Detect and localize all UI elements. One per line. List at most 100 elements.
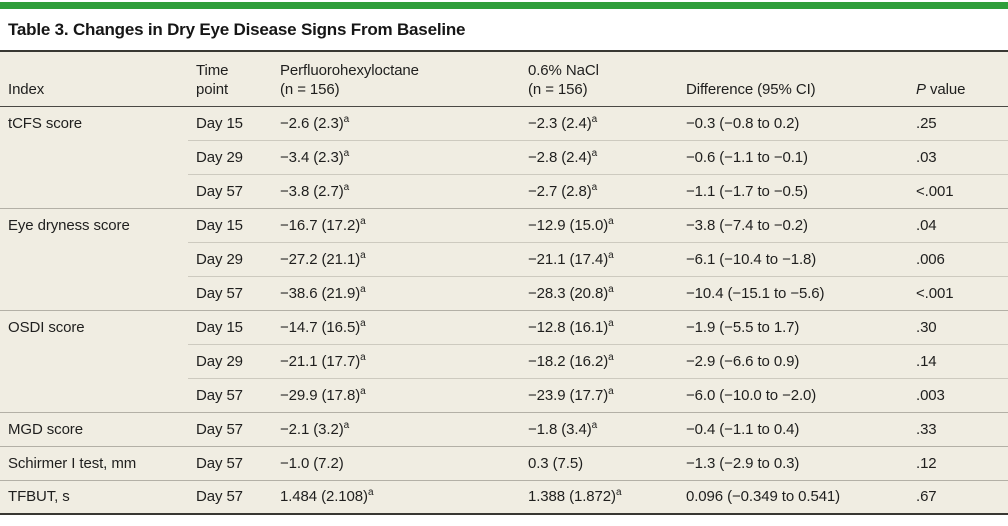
cell-nacl: −2.8 (2.4)a: [520, 139, 678, 174]
table-header: Index Time point Perfluorohexyloctane (n = 1…: [0, 52, 1008, 107]
cell-p: .14: [908, 343, 1008, 378]
cell-index: [0, 174, 188, 208]
cell-nacl: 1.388 (1.872)a: [520, 479, 678, 514]
cell-pfho: −38.6 (21.9)a: [272, 275, 520, 310]
cell-p: .04: [908, 207, 1008, 242]
table-title: Table 3. Changes in Dry Eye Disease Sign…: [0, 9, 1008, 52]
footnote-marker: a: [608, 317, 614, 329]
footnote-marker: a: [360, 249, 366, 261]
cell-index: [0, 378, 188, 412]
cell-nacl: 0.3 (7.5): [520, 445, 678, 480]
cell-p: .03: [908, 139, 1008, 174]
cell-diff: −6.1 (−10.4 to −1.8): [678, 241, 908, 276]
cell-index: [0, 276, 188, 310]
cell-diff: −1.3 (−2.9 to 0.3): [678, 445, 908, 480]
cell-pfho: 1.484 (2.108)a: [272, 479, 520, 514]
table-row: Day 29 −27.2 (21.1)a −21.1 (17.4)a −6.1 (−1…: [0, 241, 1008, 276]
table-row: tCFS score Day 15 −2.6 (2.3)a −2.3 (2.4)a −0…: [0, 106, 1008, 140]
cell-time: Day 57: [188, 377, 272, 412]
cell-diff: −10.4 (−15.1 to −5.6): [678, 275, 908, 310]
cell-index: [0, 140, 188, 174]
cell-p: .12: [908, 445, 1008, 480]
data-table: Index Time point Perfluorohexyloctane (n = 1…: [0, 52, 1008, 515]
cell-pfho: −1.0 (7.2): [272, 445, 520, 480]
journal-table-figure: Table 3. Changes in Dry Eye Disease Sign…: [0, 2, 1008, 515]
cell-pfho: −3.8 (2.7)a: [272, 173, 520, 208]
cell-diff: −0.3 (−0.8 to 0.2): [686, 114, 800, 132]
cell-pfho: −2.1 (3.2)a: [272, 411, 520, 446]
cell-p: .67: [908, 479, 1008, 514]
footnote-marker: a: [591, 113, 598, 125]
cell-pfho: −2.6 (2.3)a: [280, 113, 350, 132]
cell-time: Day 29: [188, 139, 272, 174]
footnote-marker: a: [360, 283, 366, 295]
cell-time: Day 15: [188, 207, 272, 242]
cell-index: MGD score: [0, 411, 188, 446]
table-row: Schirmer I test, mm Day 57 −1.0 (7.2) 0.3 (…: [0, 445, 1008, 480]
cell-index: [0, 242, 188, 276]
footnote-marker: a: [360, 215, 366, 227]
cell-diff: −1.1 (−1.7 to −0.5): [678, 173, 908, 208]
cell-diff: −6.0 (−10.0 to −2.0): [678, 377, 908, 412]
cell-p: .25: [916, 114, 937, 132]
cell-time: Day 29: [188, 343, 272, 378]
cell-pfho: −14.7 (16.5)a: [272, 309, 520, 344]
cell-nacl: −1.8 (3.4)a: [520, 411, 678, 446]
cell-p: .30: [908, 309, 1008, 344]
cell-pfho: −3.4 (2.3)a: [272, 139, 520, 174]
table-row: Day 57 −3.8 (2.7)a −2.7 (2.8)a −1.1 (−1.7 t…: [0, 173, 1008, 208]
cell-nacl: −23.9 (17.7)a: [520, 377, 678, 412]
cell-time: Day 57: [188, 173, 272, 208]
cell-p: <.001: [908, 275, 1008, 310]
footnote-marker: a: [608, 215, 614, 227]
cell-nacl: −28.3 (20.8)a: [520, 275, 678, 310]
cell-diff: 0.096 (−0.349 to 0.541): [678, 479, 908, 514]
table-body: tCFS score Day 15 −2.6 (2.3)a −2.3 (2.4)a −0…: [0, 106, 1008, 514]
cell-index: TFBUT, s: [0, 479, 188, 514]
column-header-index: Index: [0, 52, 188, 107]
table-row: Day 29 −3.4 (2.3)a −2.8 (2.4)a −0.6 (−1.1 t…: [0, 139, 1008, 174]
table-row: Day 29 −21.1 (17.7)a −18.2 (16.2)a −2.9 (−6…: [0, 343, 1008, 378]
table-row: TFBUT, s Day 57 1.484 (2.108)a 1.388 (1.872…: [0, 479, 1008, 514]
footnote-marker: a: [591, 181, 598, 193]
cell-p: .006: [908, 241, 1008, 276]
cell-time: Day 15: [188, 309, 272, 344]
cell-pfho: −29.9 (17.8)a: [272, 377, 520, 412]
cell-time: Day 29: [188, 241, 272, 276]
cell-index: OSDI score: [0, 309, 188, 344]
footnote-marker: a: [343, 113, 350, 125]
cell-index: Schirmer I test, mm: [0, 445, 188, 480]
table-row: Day 57 −29.9 (17.8)a −23.9 (17.7)a −6.0 (−1…: [0, 377, 1008, 412]
cell-index: [0, 344, 188, 378]
cell-time: Day 57: [188, 479, 272, 514]
cell-pfho: −16.7 (17.2)a: [272, 207, 520, 242]
cell-diff: −0.4 (−1.1 to 0.4): [678, 411, 908, 446]
accent-bar: [0, 2, 1008, 9]
footnote-marker: a: [608, 249, 614, 261]
cell-index: tCFS score: [8, 114, 83, 132]
cell-time: Day 57: [188, 411, 272, 446]
footnote-marker: a: [360, 317, 366, 329]
cell-nacl: −18.2 (16.2)a: [520, 343, 678, 378]
cell-p: <.001: [908, 173, 1008, 208]
cell-nacl: −2.3 (2.4)a: [528, 113, 598, 132]
table-row: MGD score Day 57 −2.1 (3.2)a −1.8 (3.4)a −0.…: [0, 411, 1008, 446]
table-row: Eye dryness score Day 15 −16.7 (17.2)a −12.…: [0, 207, 1008, 242]
footnote-marker: a: [343, 181, 350, 193]
footnote-marker: a: [615, 487, 622, 499]
cell-diff: −2.9 (−6.6 to 0.9): [678, 343, 908, 378]
footnote-marker: a: [591, 147, 598, 159]
column-header-diff: Difference (95% CI): [678, 52, 908, 107]
column-header-time: Time point: [188, 52, 272, 107]
table-row: OSDI score Day 15 −14.7 (16.5)a −12.8 (16.1…: [0, 309, 1008, 344]
footnote-marker: a: [608, 283, 614, 295]
cell-diff: −3.8 (−7.4 to −0.2): [678, 207, 908, 242]
footnote-marker: a: [360, 385, 366, 397]
cell-nacl: −12.8 (16.1)a: [520, 309, 678, 344]
cell-nacl: −2.7 (2.8)a: [520, 173, 678, 208]
cell-pfho: −21.1 (17.7)a: [272, 343, 520, 378]
cell-index: Eye dryness score: [0, 207, 188, 242]
column-header-pfho: Perfluorohexyloctane (n = 156): [272, 52, 520, 107]
footnote-marker: a: [591, 419, 598, 431]
footnote-marker: a: [608, 351, 614, 363]
